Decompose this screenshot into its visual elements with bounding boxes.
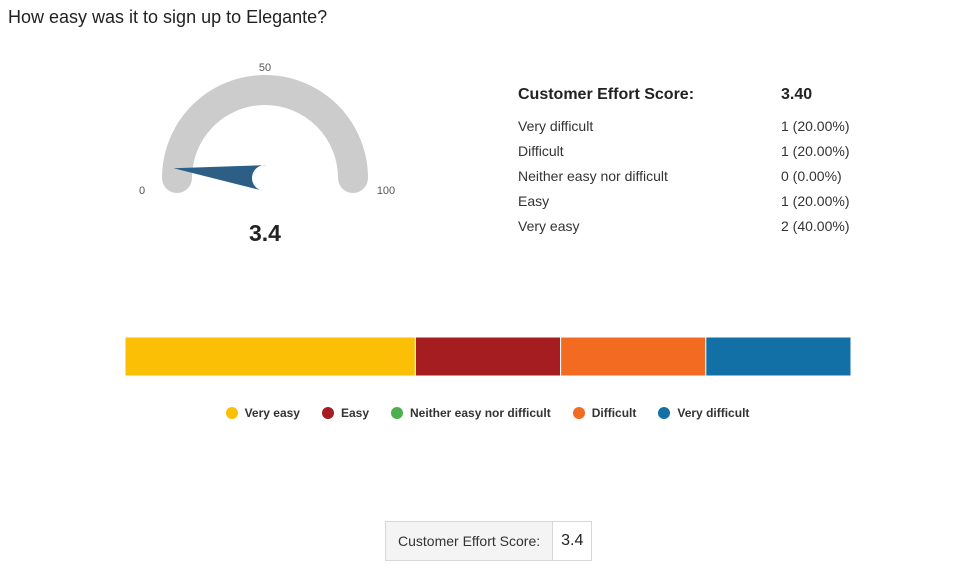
effort-score-label: Customer Effort Score: <box>386 522 554 560</box>
summary-header-row: Customer Effort Score: 3.40 <box>518 86 858 114</box>
legend-label: Easy <box>340 406 369 420</box>
legend-item[interactable]: Easy <box>321 406 369 420</box>
summary-row: Very easy 2 (40.00%) <box>518 214 858 239</box>
summary-row-value: 1 (20.00%) <box>781 193 850 209</box>
legend-dot <box>658 407 671 419</box>
summary-row-label: Difficult <box>518 143 564 159</box>
summary-header-label: Customer Effort Score: <box>518 86 695 103</box>
legend-label: Difficult <box>591 406 637 420</box>
gauge-chart: 50 0 100 <box>139 62 395 197</box>
legend-label: Very easy <box>244 406 300 420</box>
legend-item[interactable]: Very difficult <box>658 406 749 420</box>
stacked-bar-chart <box>125 337 851 376</box>
summary-row-value: 1 (20.00%) <box>781 118 850 134</box>
legend-dot <box>321 407 334 419</box>
summary-row: Neither easy nor difficult 0 (0.00%) <box>518 164 858 189</box>
summary-row-label: Neither easy nor difficult <box>518 168 668 184</box>
summary-row-value: 1 (20.00%) <box>781 143 850 159</box>
bar-segment[interactable] <box>705 337 851 376</box>
legend-item[interactable]: Very easy <box>225 406 300 420</box>
summary-row-label: Very easy <box>518 218 580 234</box>
bar-segment[interactable] <box>560 337 707 376</box>
summary-row-value: 2 (40.00%) <box>781 218 850 234</box>
legend-label: Neither easy nor difficult <box>410 406 551 420</box>
effort-score-value: 3.4 <box>553 522 592 560</box>
legend-dot <box>225 407 238 419</box>
gauge-needle <box>173 165 267 191</box>
legend-label: Very difficult <box>677 406 750 420</box>
chart-legend: Very easy Easy Neither easy nor difficul… <box>0 406 975 420</box>
summary-row: Very difficult 1 (20.00%) <box>518 114 858 139</box>
effort-score-box: Customer Effort Score: 3.4 <box>385 521 593 561</box>
gauge-value: 3.4 <box>249 220 281 246</box>
gauge-max-label: 100 <box>377 185 395 197</box>
legend-item[interactable]: Difficult <box>572 406 637 420</box>
gauge-min-label: 0 <box>139 185 145 197</box>
summary-header-value: 3.40 <box>781 86 813 103</box>
legend-item[interactable]: Neither easy nor difficult <box>391 406 551 420</box>
summary-row: Difficult 1 (20.00%) <box>518 139 858 164</box>
question-title: How easy was it to sign up to Elegante? <box>8 7 328 27</box>
legend-dot <box>391 407 403 419</box>
summary-row: Easy 1 (20.00%) <box>518 189 858 214</box>
summary-row-value: 0 (0.00%) <box>781 168 842 184</box>
gauge-mid-label: 50 <box>259 62 271 74</box>
summary-row-label: Easy <box>518 193 550 209</box>
bar-segment[interactable] <box>414 337 562 376</box>
summary-row-label: Very difficult <box>518 118 594 134</box>
legend-dot <box>572 407 585 419</box>
score-summary-table: Customer Effort Score: 3.40 Very difficu… <box>518 86 858 239</box>
gauge-track <box>162 75 368 193</box>
bar-segment[interactable] <box>125 337 416 376</box>
